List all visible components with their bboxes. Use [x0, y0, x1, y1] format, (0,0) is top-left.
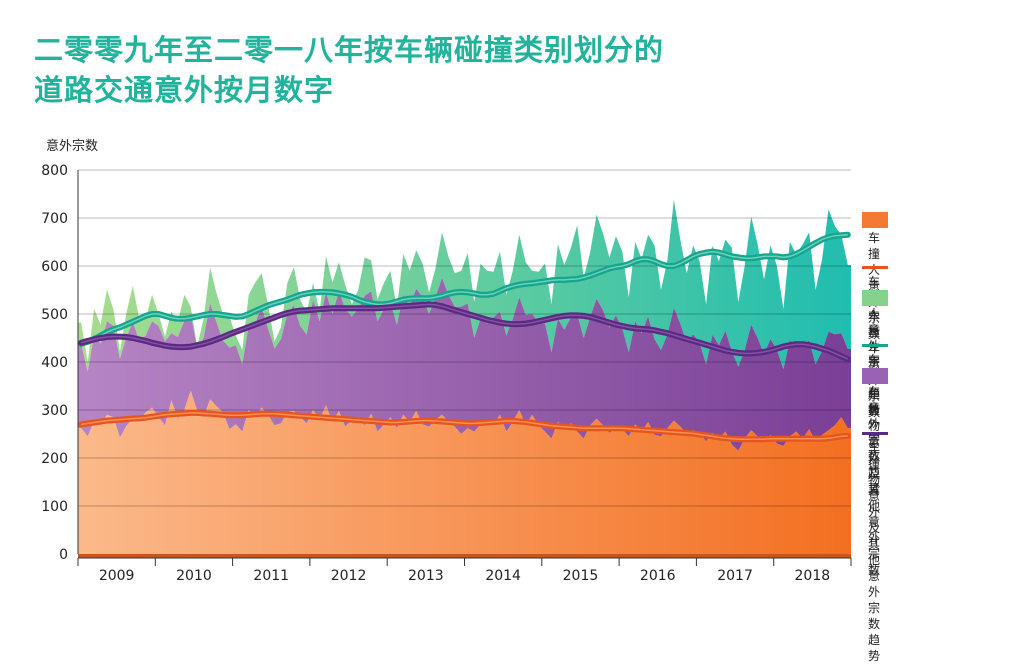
- x-tick-label: 2015: [563, 568, 599, 584]
- legend-swatch-line: [862, 432, 888, 435]
- y-tick-label: 400: [41, 355, 68, 371]
- y-tick-label: 800: [41, 163, 68, 179]
- y-tick-label: 600: [41, 259, 68, 275]
- y-tick-label: 300: [41, 403, 68, 419]
- y-tick-label: 500: [41, 307, 68, 323]
- legend-swatch-line: [862, 266, 888, 269]
- x-axis-floor: [78, 554, 851, 558]
- area-chart: 0 100 200 300 400 500 600 700 800 2009 2010 2011 201…: [41, 163, 852, 584]
- y-tick-label: 100: [41, 499, 68, 515]
- x-tick-label: 2011: [253, 568, 289, 584]
- legend-label: 车撞物意外及 其他意外宗数趋势: [868, 441, 881, 663]
- trend-object-highlight: [80, 303, 849, 360]
- y-tick-label: 0: [59, 547, 68, 563]
- y-axis-label: 意外宗数: [46, 139, 99, 154]
- trend-vehicle-highlight: [80, 234, 848, 345]
- y-tick-label: 200: [41, 451, 68, 467]
- legend-swatch-line: [862, 344, 888, 347]
- legend-swatch-box: [862, 212, 888, 228]
- x-tick-label: 2016: [640, 568, 676, 584]
- legend-swatch-box: [862, 290, 888, 306]
- y-tick-label: 700: [41, 211, 68, 227]
- x-tick-label: 2012: [331, 568, 367, 584]
- x-tick-label: 2017: [717, 568, 753, 584]
- x-tick-label: 2010: [176, 568, 212, 584]
- legend-label: 车撞车意外宗数趋势: [868, 353, 881, 495]
- legend-label: 车撞物意外及 其他意外宗数: [868, 387, 881, 577]
- area-object-and-other-collisions: [78, 278, 851, 451]
- legend-swatch-box: [862, 368, 888, 384]
- chart-title: 二零零九年至二零一八年按车辆碰撞类别划分的 道路交通意外按月数字: [34, 33, 665, 107]
- x-tick-label: 2014: [485, 568, 521, 584]
- x-tick-label: 2018: [795, 568, 831, 584]
- x-tick-label: 2009: [99, 568, 135, 584]
- x-tick-label: 2013: [408, 568, 444, 584]
- area-pedestrian-collisions: [78, 390, 851, 554]
- trend-pedestrian-highlight: [81, 412, 848, 441]
